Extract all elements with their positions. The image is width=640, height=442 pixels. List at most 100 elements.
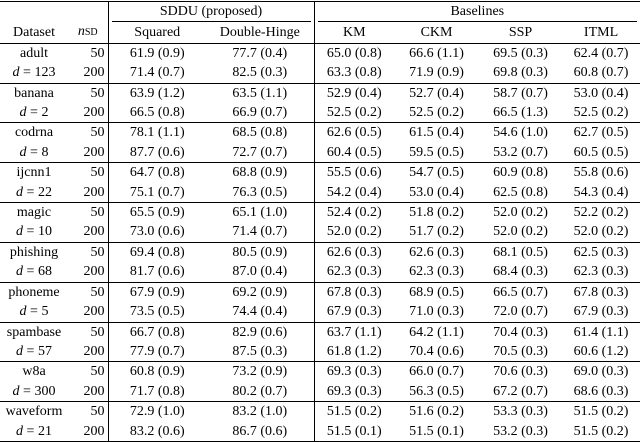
nsd-symbol: n [77,24,85,40]
result-cell: 55.5 (0.6) [313,162,395,183]
result-cell: 65.5 (0.9) [107,202,206,223]
result-cell: 83.2 (0.6) [107,421,206,442]
result-cell: 72.0 (0.7) [493,304,548,320]
table-row: d = 123 200 71.4 (0.7) 82.5 (0.3) 63.3 (0.8)… [0,63,640,84]
result-cell: 72.7 (0.7) [232,144,288,160]
result-cell: 52.7 (0.4) [394,82,480,104]
result-cell: 65.1 (1.0) [206,202,315,223]
dimension-value: 5 [41,304,49,320]
table-row: ijcnn1 50 64.7 (0.8) 68.8 (0.9) 55.5 (0.6) 54… [0,162,640,183]
result-cell: 60.8 (0.9) [107,361,206,382]
results-body: adult 50 61.9 (0.9) 77.7 (0.4) 65.0 (0.8) 66.… [0,43,640,442]
equals-sign: = [23,224,38,240]
dataset-dimension: d = 68 [0,262,68,282]
result-cell: 66.5 (1.3) [493,105,548,121]
result-cell: 68.1 (0.5) [479,241,563,263]
result-cell: 54.7 (0.5) [394,162,480,183]
result-cell: 61.9 (0.9) [107,43,206,64]
equals-sign: = [19,383,35,399]
result-cell: 66.6 (1.1) [409,45,464,61]
dataset-name: w8a [0,361,68,382]
result-cell: 62.3 (0.3) [573,264,629,280]
table-row: d = 5 200 73.5 (0.5) 74.4 (0.4) 67.9 (0.3) 71… [0,302,640,322]
dimension-value: 57 [37,343,52,359]
result-cell: 53.3 (0.3) [479,401,563,422]
result-cell: 52.5 (0.2) [573,105,629,121]
table-row: d = 300 200 71.7 (0.8) 80.2 (0.7) 69.3 (0.3)… [0,381,640,402]
result-cell: 51.5 (0.2) [562,421,640,442]
method-header-0: Squared [107,22,206,44]
result-cell: 52.0 (0.2) [493,224,548,240]
result-cell: 66.0 (0.7) [394,361,480,382]
result-cell: 52.5 (0.2) [313,103,395,123]
nsd-value: 200 [83,224,105,240]
dimension-value: 21 [37,423,52,439]
dimension-symbol: d [19,144,27,160]
nsd-value: 200 [68,421,108,442]
result-cell: 67.9 (0.9) [107,281,206,303]
result-cell: 62.5 (0.8) [493,184,548,200]
dataset-dimension: d = 8 [0,143,68,163]
method-header-row: Dataset nSD Squared Double-Hinge KM CKM SSP I… [0,22,640,44]
baselines-group-header: Baselines [313,1,640,23]
result-cell: 51.7 (0.2) [409,224,464,240]
result-cell: 52.2 (0.2) [562,202,640,223]
result-cell: 76.3 (0.5) [232,184,288,200]
result-cell: 64.2 (1.1) [394,321,480,342]
result-cell: 60.4 (0.5) [313,142,395,163]
result-cell: 68.4 (0.3) [493,264,548,280]
result-cell: 62.7 (0.5) [562,122,640,143]
nsd-value: 50 [68,202,108,223]
nsd-value: 200 [83,105,105,121]
result-cell: 71.9 (0.9) [409,65,464,81]
result-cell: 61.4 (1.1) [562,321,640,342]
dimension-symbol: d [12,383,20,399]
result-cell: 52.0 (0.2) [573,224,629,240]
result-cell: 63.7 (1.1) [313,321,395,342]
dimension-value: 10 [37,224,52,240]
result-cell: 70.5 (0.3) [493,343,548,359]
result-cell: 59.5 (0.5) [409,144,464,160]
result-cell: 69.4 (0.8) [107,241,206,263]
result-cell: 69.5 (0.3) [493,45,548,61]
method-header-2: KM [313,22,395,44]
result-cell: 77.9 (0.7) [107,341,206,362]
result-cell: 55.8 (0.6) [562,162,640,183]
nsd-value: 50 [68,281,108,303]
table-row: waveform 50 72.9 (1.0) 83.2 (1.0) 51.5 (0.2)… [0,401,640,422]
result-cell: 83.2 (1.0) [206,401,315,422]
result-cell: 68.6 (0.3) [573,383,629,399]
baselines-group-label: Baselines [317,2,638,23]
table-row: d = 21 200 83.2 (0.6) 86.7 (0.6) 51.5 (0.1) 5… [0,421,640,442]
dataset-dimension: d = 22 [0,183,68,203]
result-cell: 64.7 (0.8) [107,162,206,183]
dataset-dimension: d = 123 [0,63,68,83]
result-cell: 71.4 (0.7) [107,63,206,84]
result-cell: 67.8 (0.3) [313,281,395,303]
result-cell: 71.7 (0.8) [107,381,206,402]
result-cell: 56.3 (0.5) [409,383,464,399]
result-cell: 81.7 (0.6) [107,262,206,283]
result-cell: 82.5 (0.3) [232,65,288,81]
nsd-value: 200 [83,383,105,399]
result-cell: 70.4 (0.3) [479,321,563,342]
nsd-value: 50 [68,321,108,342]
nsd-column-header: nSD [68,22,108,44]
dimension-value: 8 [41,144,49,160]
dataset-column-header: Dataset [0,22,68,44]
result-cell: 69.8 (0.3) [493,65,548,81]
method-header-4: SSP [479,22,563,44]
result-cell: 67.9 (0.3) [313,302,395,322]
result-cell: 68.5 (0.8) [206,122,315,143]
nsd-value: 50 [68,241,108,263]
method-header-1: Double-Hinge [206,22,315,44]
result-cell: 68.9 (0.5) [394,281,480,303]
dimension-symbol: d [16,343,24,359]
table-row: banana 50 63.9 (1.2) 63.5 (1.1) 52.9 (0.4) 52… [0,82,640,104]
result-cell: 52.0 (0.2) [479,202,563,223]
dataset-name: adult [20,45,48,61]
dimension-symbol: d [16,184,24,200]
result-cell: 80.2 (0.7) [232,383,288,399]
result-cell: 87.5 (0.3) [232,343,288,359]
